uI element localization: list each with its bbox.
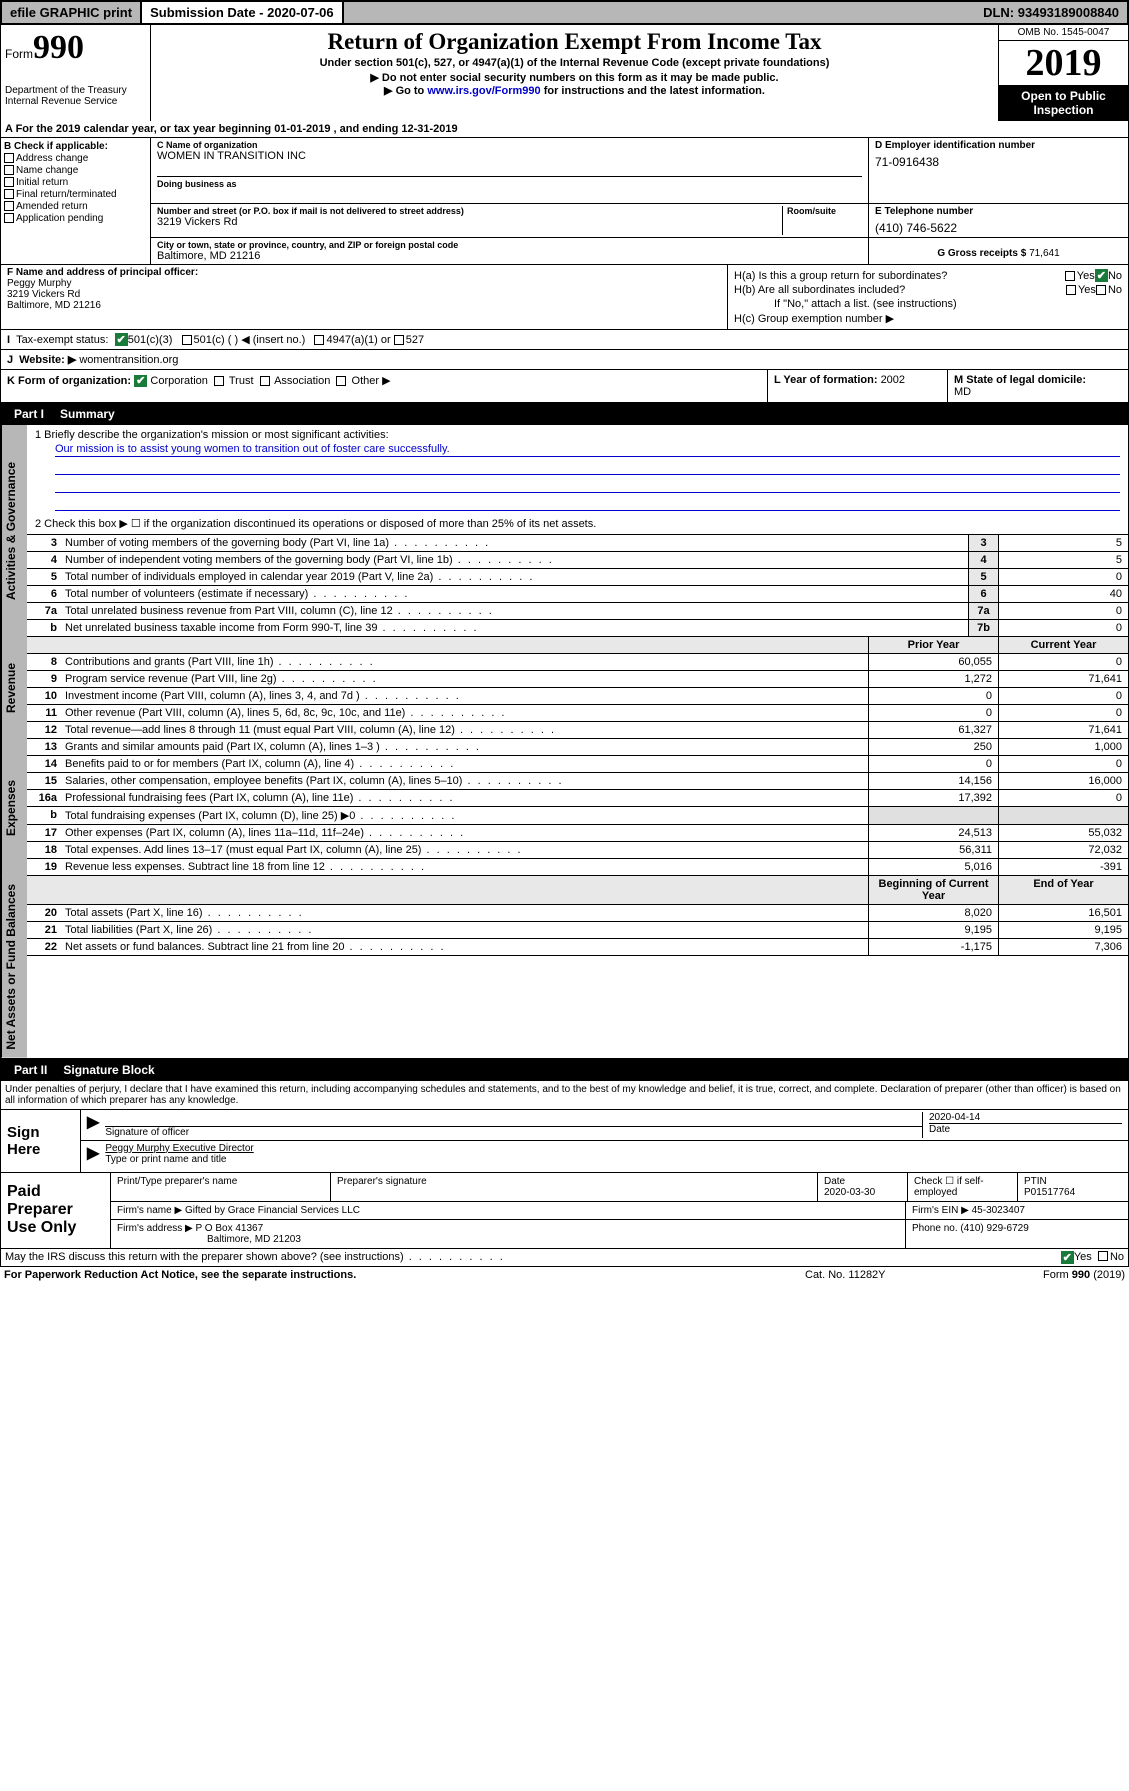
form-of-org: K Form of organization: ✔ Corporation Tr… bbox=[1, 370, 768, 402]
summary-line: 3Number of voting members of the governi… bbox=[27, 535, 1128, 552]
side-revenue: Revenue bbox=[1, 637, 27, 739]
summary-line: 16aProfessional fundraising fees (Part I… bbox=[27, 790, 1128, 807]
discuss-row: May the IRS discuss this return with the… bbox=[0, 1249, 1129, 1267]
side-expenses: Expenses bbox=[1, 739, 27, 876]
row-j-website: J Website: ▶ womentransition.org bbox=[0, 350, 1129, 370]
form-number-box: Form990 Department of the Treasury Inter… bbox=[1, 25, 151, 121]
year-formation: L Year of formation: 2002 bbox=[768, 370, 948, 402]
summary-line: bNet unrelated business taxable income f… bbox=[27, 620, 1128, 637]
form-header: Form990 Department of the Treasury Inter… bbox=[0, 25, 1129, 121]
sign-here-section: Sign Here ▶ Signature of officer 2020-04… bbox=[0, 1109, 1129, 1173]
officer-box: F Name and address of principal officer:… bbox=[1, 265, 728, 329]
summary-line: 11Other revenue (Part VIII, column (A), … bbox=[27, 705, 1128, 722]
summary-line: 21Total liabilities (Part X, line 26)9,1… bbox=[27, 922, 1128, 939]
summary-line: 4Number of independent voting members of… bbox=[27, 552, 1128, 569]
form-ref: Form 990 (2019) bbox=[985, 1269, 1125, 1281]
phone-box: E Telephone number (410) 746-5622 bbox=[868, 204, 1128, 237]
summary-line: 19Revenue less expenses. Subtract line 1… bbox=[27, 859, 1128, 876]
perjury-text: Under penalties of perjury, I declare th… bbox=[0, 1081, 1129, 1109]
row-klm: K Form of organization: ✔ Corporation Tr… bbox=[0, 370, 1129, 403]
summary-line: bTotal fundraising expenses (Part IX, co… bbox=[27, 807, 1128, 825]
summary-line: 9Program service revenue (Part VIII, lin… bbox=[27, 671, 1128, 688]
summary-line: 6Total number of volunteers (estimate if… bbox=[27, 586, 1128, 603]
group-return-box: H(a) Is this a group return for subordin… bbox=[728, 265, 1128, 329]
year-box: OMB No. 1545-0047 2019 Open to Public In… bbox=[998, 25, 1128, 121]
col-b-checkboxes: B Check if applicable: Address change Na… bbox=[1, 138, 151, 264]
summary-table: Activities & Governance 1 Briefly descri… bbox=[0, 425, 1129, 637]
summary-line: 22Net assets or fund balances. Subtract … bbox=[27, 939, 1128, 956]
summary-line: 5Total number of individuals employed in… bbox=[27, 569, 1128, 586]
side-netassets: Net Assets or Fund Balances bbox=[1, 876, 27, 1058]
gross-receipts: G Gross receipts $ 71,641 bbox=[868, 238, 1128, 264]
summary-line: 12Total revenue—add lines 8 through 11 (… bbox=[27, 722, 1128, 739]
section-bcd: B Check if applicable: Address change Na… bbox=[0, 138, 1129, 265]
summary-line: 15Salaries, other compensation, employee… bbox=[27, 773, 1128, 790]
mission-block: 1 Briefly describe the organization's mi… bbox=[27, 425, 1128, 535]
footer: For Paperwork Reduction Act Notice, see … bbox=[0, 1267, 1129, 1283]
summary-line: 14Benefits paid to or for members (Part … bbox=[27, 756, 1128, 773]
instructions-link[interactable]: www.irs.gov/Form990 bbox=[427, 85, 540, 97]
dln: DLN: 93493189008840 bbox=[975, 2, 1127, 23]
paid-preparer-section: Paid Preparer Use Only Print/Type prepar… bbox=[0, 1173, 1129, 1249]
form-title: Return of Organization Exempt From Incom… bbox=[151, 25, 998, 121]
beg-end-header: Beginning of Current Year End of Year bbox=[27, 876, 1128, 905]
submission-date: Submission Date - 2020-07-06 bbox=[142, 2, 344, 23]
row-a-tax-year: A For the 2019 calendar year, or tax yea… bbox=[0, 121, 1129, 138]
part-ii-header: Part IISignature Block bbox=[0, 1059, 1129, 1081]
efile-label: efile GRAPHIC print bbox=[2, 2, 142, 23]
summary-line: 17Other expenses (Part IX, column (A), l… bbox=[27, 825, 1128, 842]
address-box: Number and street (or P.O. box if mail i… bbox=[151, 204, 868, 237]
summary-line: 8Contributions and grants (Part VIII, li… bbox=[27, 654, 1128, 671]
org-name-box: C Name of organization WOMEN IN TRANSITI… bbox=[151, 138, 868, 203]
summary-line: 13Grants and similar amounts paid (Part … bbox=[27, 739, 1128, 756]
summary-line: 18Total expenses. Add lines 13–17 (must … bbox=[27, 842, 1128, 859]
summary-line: 7aTotal unrelated business revenue from … bbox=[27, 603, 1128, 620]
top-bar: efile GRAPHIC print Submission Date - 20… bbox=[0, 0, 1129, 25]
section-fgh: F Name and address of principal officer:… bbox=[0, 265, 1129, 330]
state-domicile: M State of legal domicile:MD bbox=[948, 370, 1128, 402]
prior-current-header: Prior Year Current Year bbox=[27, 637, 1128, 654]
summary-line: 20Total assets (Part X, line 16)8,02016,… bbox=[27, 905, 1128, 922]
part-i-header: Part ISummary bbox=[0, 403, 1129, 425]
ein-box: D Employer identification number 71-0916… bbox=[868, 138, 1128, 203]
side-governance: Activities & Governance bbox=[1, 425, 27, 637]
city-box: City or town, state or province, country… bbox=[151, 238, 868, 264]
summary-line: 10Investment income (Part VIII, column (… bbox=[27, 688, 1128, 705]
row-i-tax-status: I Tax-exempt status: ✔ 501(c)(3) 501(c) … bbox=[0, 330, 1129, 350]
